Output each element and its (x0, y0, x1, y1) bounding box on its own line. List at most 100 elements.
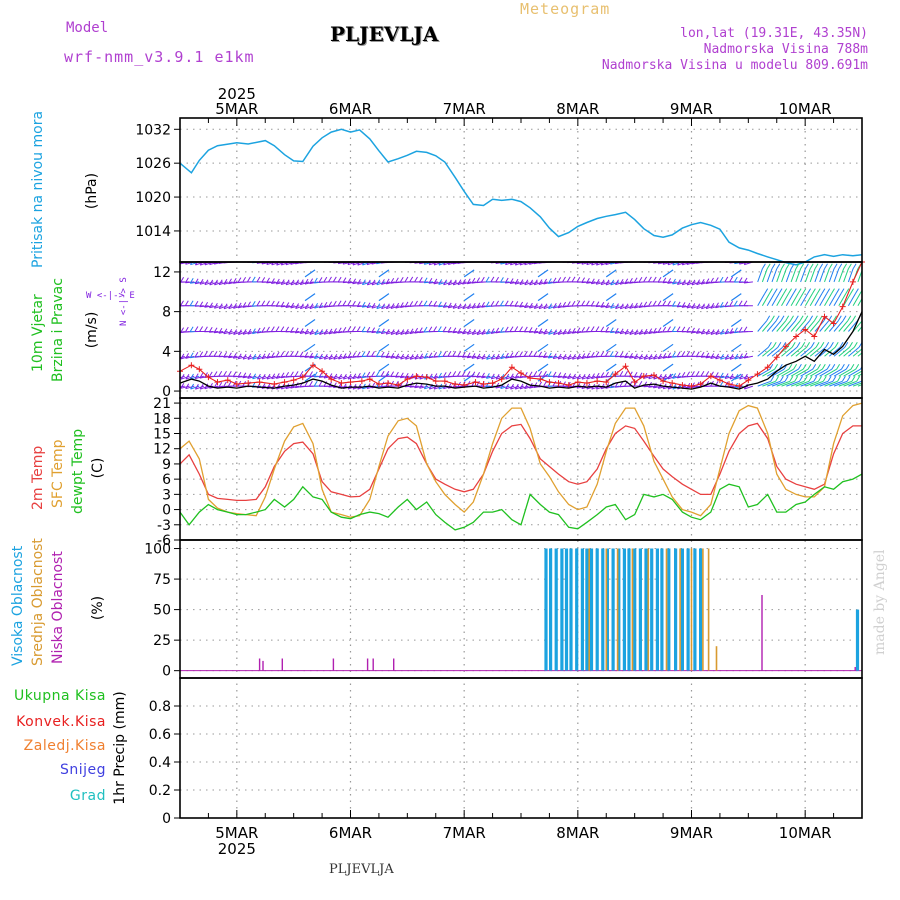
wind-barb-flag (528, 302, 533, 309)
wind-barb-flag (467, 303, 471, 309)
gust-marker (309, 362, 316, 369)
wind-barb (209, 331, 219, 333)
wind-barb (467, 331, 477, 335)
wind-barb-flag (773, 288, 778, 294)
wind-barb-flag (423, 300, 428, 306)
wind-barb (491, 355, 501, 360)
wind-barb (343, 375, 353, 380)
x-tick-label-top: 9MAR (670, 100, 713, 118)
wind-barb-flag (638, 372, 643, 378)
wind-barb (419, 355, 429, 360)
wind-direction-arrow (464, 250, 474, 257)
wind-barb-flag (299, 351, 304, 358)
wind-barb (538, 331, 548, 335)
wind-barb-flag (828, 263, 833, 269)
wind-barb (615, 305, 625, 310)
high-cloud-bar (595, 548, 599, 671)
wind-barb-flag (851, 376, 856, 382)
wind-barb (710, 331, 720, 335)
high-cloud-bar (693, 548, 697, 671)
y-tick-label: 1020 (135, 190, 171, 206)
wind-barb-flag (849, 342, 853, 348)
high-cloud-bar (655, 548, 659, 671)
wind-barb-flag (275, 373, 280, 379)
model-elevation: Nadmorska Visina u modelu 809.691m (601, 58, 868, 73)
wind-barb-flag (247, 301, 251, 308)
wind-barb-flag (490, 354, 495, 360)
wind-barb (696, 305, 706, 310)
wind-barb (371, 281, 381, 286)
wind-barb-flag (595, 372, 600, 379)
wind-barb-flag (794, 376, 799, 382)
wind-barb-flag (638, 302, 643, 308)
wind-barb-flag (399, 277, 404, 283)
mid-cloud-bar (707, 548, 710, 671)
wind-barb-flag (375, 327, 380, 334)
wind-barb (847, 268, 854, 283)
wind-barb-flag (237, 371, 242, 378)
wind-barb-flag (619, 279, 624, 285)
wind-barb-flag (247, 373, 252, 379)
wind-barb-flag (223, 351, 228, 358)
compass-ns: N <-|-> S (119, 277, 129, 326)
wind-barb-flag (821, 363, 826, 370)
wind-barb (381, 305, 391, 310)
high-cloud-bar (622, 548, 626, 671)
wind-barb-flag (414, 327, 419, 334)
wind-barb (776, 380, 791, 387)
wind-barb-flag (819, 263, 824, 269)
wind-barb-flag (609, 351, 614, 357)
wind-barb-flag (299, 370, 304, 377)
wind-barb-flag (705, 329, 710, 335)
wind-barb-flag (290, 279, 295, 286)
wind-barb (486, 375, 496, 379)
wind-barb-flag (615, 279, 619, 285)
panel-frames (179, 117, 863, 819)
wind-barb-flag (256, 353, 261, 360)
wind-barb-flag (447, 326, 452, 333)
wind-barb-flag (280, 326, 285, 332)
wind-barb-flag (428, 278, 433, 284)
wind-barb (772, 262, 773, 263)
wind-barb-flag (266, 277, 270, 284)
wind-barb-flag (333, 373, 338, 380)
wind-barb (452, 331, 462, 334)
y-tick-label: 0.8 (149, 699, 171, 715)
y-tick-label: 100 (144, 542, 171, 558)
wind-barb-flag (194, 278, 199, 285)
wind-direction-arrow (463, 293, 475, 302)
wind-barb-flag (662, 326, 667, 333)
wind-barb (342, 355, 353, 359)
high-cloud-bar (585, 548, 589, 671)
wind-barb-flag (624, 328, 629, 335)
wind-barb (395, 355, 405, 360)
wind-barb-flag (218, 381, 223, 388)
wind-barb-flag (648, 328, 653, 334)
wind-direction-arrow (731, 250, 741, 257)
wind-barb-flag (798, 243, 801, 248)
wind-barb (257, 375, 267, 380)
wind-barb-flag (209, 302, 213, 309)
wind-barb (852, 382, 862, 387)
wind-barb-flag (705, 352, 710, 359)
wind-barb (771, 346, 784, 357)
gust-marker (565, 382, 572, 389)
wind-barb-flag (821, 288, 826, 294)
wind-barb (500, 281, 510, 283)
wind-barb-flag (270, 352, 275, 358)
wind-barb (781, 320, 791, 332)
wind-barb (814, 262, 816, 263)
wind-barb (195, 375, 205, 380)
wind-barb (667, 375, 677, 380)
wind-barb-flag (423, 277, 428, 284)
wind-direction-arrow (538, 250, 548, 257)
wind-barb-flag (380, 328, 385, 334)
wind-barb (457, 331, 467, 334)
high-cloud-bar (680, 548, 684, 671)
wind-barb-flag (390, 352, 395, 359)
wind-barb-flag (261, 300, 266, 306)
wind-direction-arrow (730, 269, 742, 278)
wind-barb (715, 331, 725, 335)
wind-barb-flag (270, 278, 275, 284)
year-label-top: 2025 (218, 85, 256, 103)
